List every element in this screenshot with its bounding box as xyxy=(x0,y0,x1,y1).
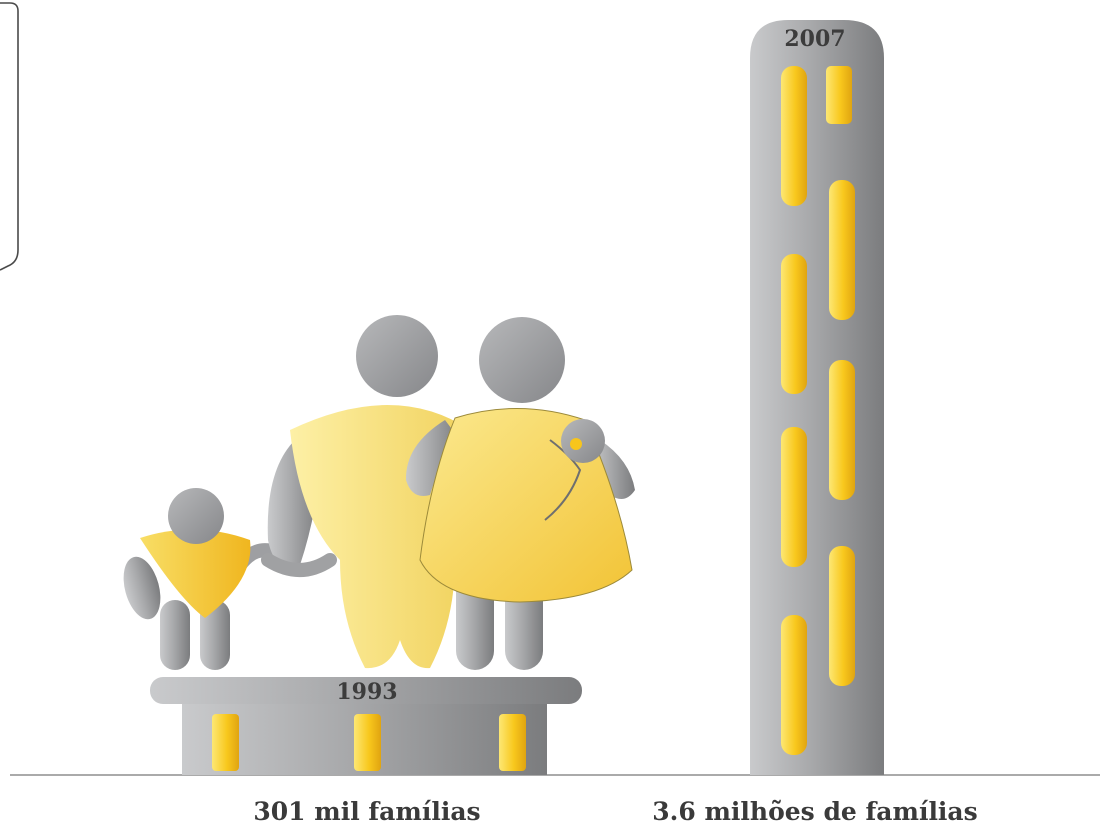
child-figure xyxy=(123,488,282,670)
mother-figure xyxy=(405,317,635,670)
bar-1993 xyxy=(150,677,582,775)
corner-frame xyxy=(0,2,19,271)
bar-2007-value-label: 3.6 milhões de famílias xyxy=(652,797,977,826)
bar-1993-value-label: 301 mil famílias xyxy=(253,797,480,826)
bar-2007-body xyxy=(750,20,884,775)
bar-2007-window xyxy=(781,254,807,394)
bar-1993-cap xyxy=(150,677,582,704)
bar-2007-window xyxy=(826,66,852,124)
bar-2007-window xyxy=(829,360,855,500)
bar-2007-window xyxy=(829,180,855,320)
bar-1993-window xyxy=(354,714,381,771)
family-figures xyxy=(123,315,635,670)
bar-1993-window xyxy=(499,714,526,771)
bar-1993-year-label: 1993 xyxy=(336,679,397,705)
bar-2007-window xyxy=(781,615,807,755)
bar-1993-window xyxy=(212,714,239,771)
bar-2007-window xyxy=(781,427,807,567)
bar-2007-window xyxy=(829,546,855,686)
bar-2007-window xyxy=(781,66,807,206)
bar-2007-year-label: 2007 xyxy=(784,26,845,52)
baby-head xyxy=(561,419,605,463)
bar-2007 xyxy=(750,20,884,775)
